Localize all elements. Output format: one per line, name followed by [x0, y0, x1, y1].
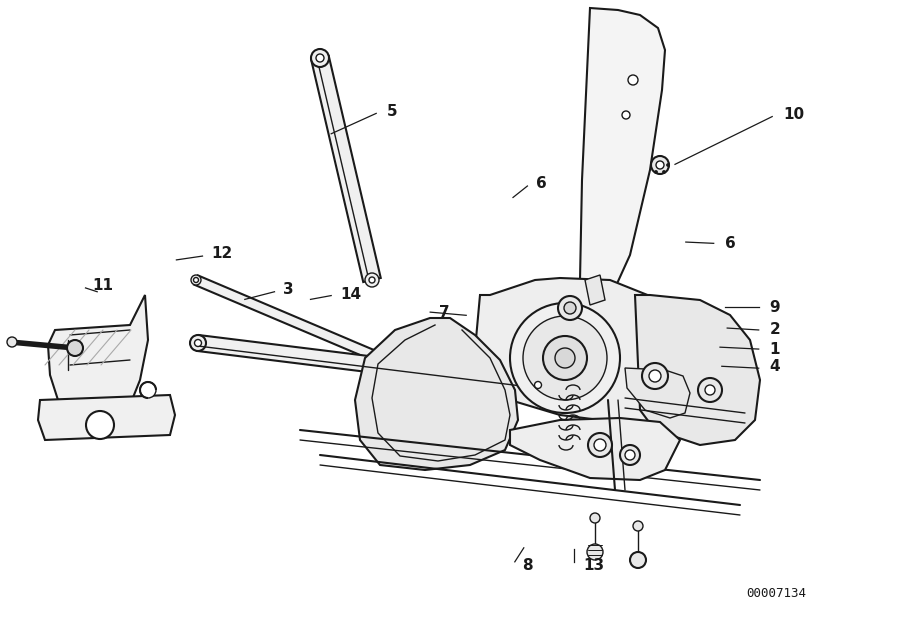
Circle shape [698, 378, 722, 402]
Polygon shape [475, 278, 710, 430]
Text: 3: 3 [284, 282, 294, 297]
Circle shape [7, 337, 17, 347]
Circle shape [194, 278, 199, 282]
Polygon shape [585, 275, 605, 305]
Text: 10: 10 [783, 107, 804, 122]
Circle shape [587, 544, 603, 560]
Text: 6: 6 [536, 176, 547, 191]
Circle shape [620, 445, 640, 465]
Polygon shape [38, 395, 175, 440]
Text: 9: 9 [770, 299, 780, 315]
Polygon shape [197, 335, 539, 393]
Text: 4: 4 [770, 359, 780, 374]
Polygon shape [48, 295, 148, 415]
Circle shape [555, 348, 575, 368]
Polygon shape [355, 318, 518, 470]
Polygon shape [635, 295, 760, 445]
Text: 6: 6 [724, 236, 735, 251]
Circle shape [140, 382, 156, 398]
Polygon shape [510, 418, 680, 480]
Text: 00007134: 00007134 [746, 587, 806, 600]
Circle shape [633, 521, 643, 531]
Circle shape [654, 171, 658, 173]
Text: 7: 7 [439, 304, 450, 320]
Circle shape [642, 363, 668, 389]
Circle shape [667, 164, 670, 166]
Text: 5: 5 [387, 104, 398, 119]
Circle shape [558, 296, 582, 320]
Circle shape [590, 513, 600, 523]
Text: 12: 12 [212, 246, 233, 261]
Circle shape [369, 277, 375, 283]
Circle shape [530, 377, 546, 393]
Circle shape [543, 336, 587, 380]
Circle shape [86, 411, 114, 439]
Circle shape [656, 161, 664, 169]
Circle shape [535, 382, 542, 389]
Circle shape [622, 111, 630, 119]
Circle shape [588, 433, 612, 457]
Circle shape [564, 302, 576, 314]
Polygon shape [311, 56, 381, 282]
Text: 14: 14 [340, 287, 361, 302]
Circle shape [311, 49, 329, 67]
Text: 11: 11 [93, 278, 113, 293]
Circle shape [594, 439, 606, 451]
Circle shape [523, 316, 607, 400]
Circle shape [628, 75, 638, 85]
Circle shape [365, 273, 379, 287]
Polygon shape [580, 8, 665, 310]
Circle shape [630, 552, 646, 568]
Circle shape [67, 340, 83, 356]
Circle shape [651, 156, 669, 174]
Circle shape [510, 303, 620, 413]
Circle shape [190, 335, 206, 351]
Circle shape [649, 370, 661, 382]
Text: 2: 2 [770, 322, 780, 338]
Circle shape [625, 450, 635, 460]
Circle shape [316, 54, 324, 62]
Circle shape [705, 385, 715, 395]
Text: 13: 13 [583, 558, 604, 573]
Polygon shape [625, 368, 690, 418]
Polygon shape [194, 275, 382, 362]
Text: 1: 1 [770, 341, 780, 357]
Circle shape [662, 171, 665, 173]
Circle shape [194, 340, 202, 347]
Circle shape [191, 275, 201, 285]
Text: 8: 8 [522, 558, 533, 573]
